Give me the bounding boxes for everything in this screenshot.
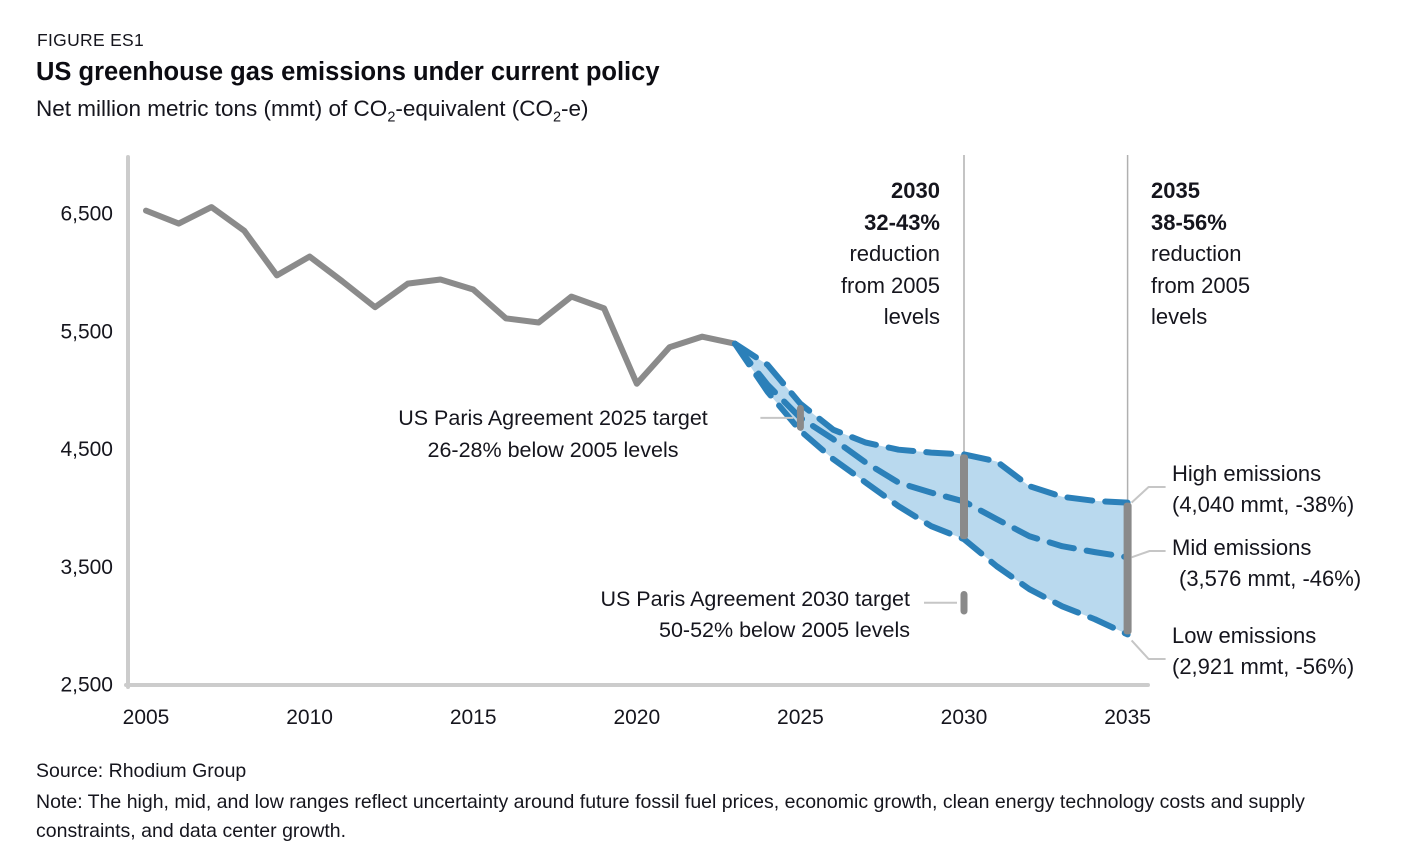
- svg-text:2010: 2010: [286, 706, 333, 729]
- svg-text:4,500: 4,500: [60, 438, 113, 461]
- annotation-2035-range: 38-56%: [1151, 209, 1227, 235]
- subtitle-part: Net million metric tons (mmt) of CO: [36, 96, 388, 121]
- low-emissions-name: Low emissions: [1172, 623, 1317, 648]
- paris-2030-line: 50-52% below 2005 levels: [659, 618, 910, 642]
- annotation-2035-text: from 2005: [1151, 272, 1251, 298]
- annotation-2030-text: from 2005: [840, 272, 940, 298]
- svg-text:6,500: 6,500: [60, 203, 113, 226]
- label-mid-emissions: Mid emissions (3,576 mmt, -46%): [1172, 533, 1361, 594]
- high-emissions-value: (4,040 mmt, -38%): [1172, 491, 1355, 517]
- annotation-2030-reduction: 2030 32-43% reduction from 2005 levels: [841, 175, 940, 333]
- subtitle-part: -e): [561, 96, 589, 121]
- svg-text:2025: 2025: [777, 706, 824, 729]
- chart-subtitle: Net million metric tons (mmt) of CO2-equ…: [36, 96, 589, 126]
- paris-2025-line: 26-28% below 2005 levels: [427, 438, 679, 462]
- svg-text:3,500: 3,500: [60, 556, 113, 579]
- figure-label: FIGURE ES1: [37, 30, 145, 50]
- mid-emissions-name: Mid emissions: [1172, 535, 1312, 560]
- annotation-2035-reduction: 2035 38-56% reduction from 2005 levels: [1151, 175, 1250, 333]
- paris-2025-line: US Paris Agreement 2025 target: [398, 406, 708, 430]
- annotation-2035-year: 2035: [1151, 178, 1200, 203]
- subtitle-part: -equivalent (CO: [395, 96, 553, 121]
- subtitle-subscript: 2: [552, 109, 562, 126]
- methodology-note: Note: The high, mid, and low ranges refl…: [36, 791, 1305, 842]
- annotation-paris-2030-target: US Paris Agreement 2030 target 50-52% be…: [600, 584, 910, 646]
- svg-text:2020: 2020: [613, 706, 660, 729]
- annotation-2035-text: levels: [1151, 304, 1208, 329]
- svg-text:2035: 2035: [1104, 706, 1151, 729]
- subtitle-subscript: 2: [387, 109, 396, 126]
- svg-text:2015: 2015: [450, 706, 497, 729]
- paris-2030-line: US Paris Agreement 2030 target: [600, 587, 910, 611]
- chart-title: US greenhouse gas emissions under curren…: [36, 58, 660, 86]
- annotation-2030-year: 2030: [891, 178, 940, 203]
- svg-text:5,500: 5,500: [60, 320, 113, 343]
- label-low-emissions: Low emissions (2,921 mmt, -56%): [1172, 621, 1354, 682]
- annotation-2030-range: 32-43%: [864, 209, 940, 235]
- svg-text:2005: 2005: [123, 706, 170, 729]
- source-note: Source: Rhodium Group: [36, 760, 247, 782]
- annotation-paris-2025-target: US Paris Agreement 2025 target 26-28% be…: [357, 402, 749, 466]
- svg-text:2,500: 2,500: [60, 674, 113, 697]
- annotation-2030-text: levels: [883, 304, 940, 329]
- annotation-2030-text: reduction: [849, 241, 940, 266]
- annotation-2035-text: reduction: [1151, 241, 1242, 266]
- low-emissions-value: (2,921 mmt, -56%): [1172, 653, 1355, 679]
- label-high-emissions: High emissions (4,040 mmt, -38%): [1172, 459, 1354, 520]
- high-emissions-name: High emissions: [1172, 461, 1322, 486]
- mid-emissions-value: (3,576 mmt, -46%): [1179, 565, 1362, 591]
- svg-text:2030: 2030: [941, 706, 988, 729]
